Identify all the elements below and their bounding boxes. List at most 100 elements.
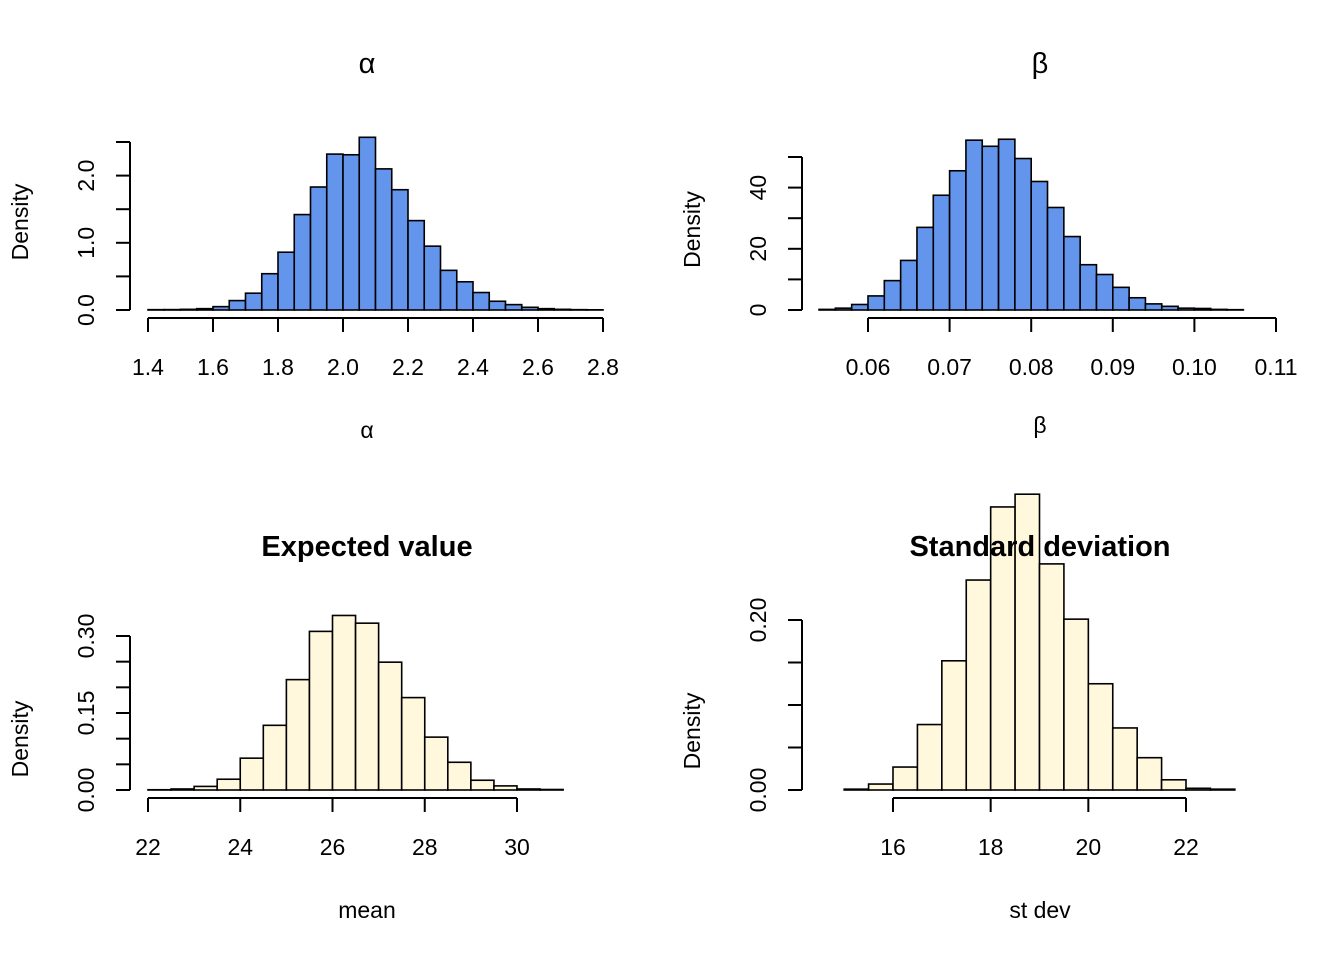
x-tick-label: 22 (1173, 834, 1199, 860)
x-tick-label: 0.10 (1172, 354, 1217, 380)
histogram-bar (1095, 273, 1114, 311)
histogram-bar (1160, 305, 1179, 311)
histogram-bars (843, 493, 1236, 791)
histogram-bar (867, 295, 886, 311)
histogram-bar (170, 788, 195, 791)
histogram-bar (260, 272, 279, 311)
histogram-bar (867, 783, 894, 791)
histogram-bar (285, 678, 311, 791)
histogram-bar (941, 659, 968, 791)
histogram-bar (308, 630, 334, 791)
x-tick-label: 2.8 (587, 354, 619, 380)
x-axis: 0.06 0.07 0.08 0.09 0.10 0.11 (846, 317, 1298, 380)
histogram-bar (553, 308, 572, 311)
histogram-bar (216, 778, 242, 791)
y-tick-label: 0.30 (73, 614, 99, 659)
x-tick-label: 2.2 (392, 354, 424, 380)
histogram-bar (883, 279, 902, 311)
panel-3: 22 24 26 28 30 0.00 0.15 0.30 Expected value mean… (7, 531, 564, 923)
histogram-bar (989, 506, 1016, 791)
histogram-bar (981, 145, 1000, 311)
histogram-bar (377, 661, 403, 791)
x-tick-label: 26 (320, 834, 346, 860)
histogram-bar (423, 736, 449, 791)
histogram-bar (342, 153, 361, 311)
x-tick-label: 1.4 (132, 354, 164, 380)
histogram-bar (239, 757, 265, 791)
histogram-bar (439, 269, 458, 311)
histogram-bar (1087, 682, 1114, 791)
histogram-bar (1128, 296, 1147, 311)
y-tick-label: 40 (745, 175, 771, 201)
chart-title: Standard deviation (909, 531, 1170, 563)
histogram-bar (1209, 788, 1236, 791)
histogram-bar (358, 136, 377, 311)
histogram-bar (493, 785, 518, 791)
histogram-bar (1063, 235, 1081, 311)
y-axis-label: Density (679, 692, 705, 769)
histogram-bar (472, 291, 491, 311)
histogram-bar (965, 579, 992, 791)
histogram-bar (447, 761, 472, 791)
x-tick-label: 22 (135, 834, 161, 860)
y-axis-label: Density (7, 700, 33, 777)
histogram-bar (212, 305, 231, 311)
histogram-bar (520, 306, 539, 311)
histogram-bar (1209, 308, 1228, 311)
histogram-bar (407, 219, 426, 311)
panel-4: 16 18 20 22 0.00 0.20 Standard deviation st dev… (679, 493, 1236, 923)
histogram-bar (834, 307, 853, 311)
histogram-bar (1193, 307, 1212, 311)
histogram-bar (504, 303, 523, 311)
y-tick-label: 0.20 (745, 598, 771, 643)
x-tick-label: 28 (412, 834, 438, 860)
histogram-bar (850, 303, 869, 311)
y-axis-label: Density (7, 183, 33, 260)
histogram-bar (1014, 493, 1041, 791)
histogram-bar (244, 292, 263, 311)
histogram-bar (179, 308, 198, 311)
y-axis: 0.0 1.0 2.0 (73, 141, 131, 326)
histogram-bar (1079, 263, 1098, 311)
x-axis: 16 18 20 22 (880, 797, 1199, 860)
histogram-bar (537, 307, 556, 311)
x-tick-label: 1.8 (262, 354, 294, 380)
histogram-bar (1063, 618, 1090, 791)
chart-title: Expected value (261, 531, 472, 563)
histogram-bar (228, 299, 247, 311)
histogram-bar (331, 614, 357, 791)
histogram-bar (899, 259, 918, 311)
x-axis: 22 24 26 28 30 (135, 797, 530, 860)
histogram-bar (1046, 206, 1065, 311)
y-tick-label: 0.00 (73, 768, 99, 813)
y-tick-label: 1.0 (73, 227, 99, 259)
histogram-bar (400, 696, 426, 791)
panel-1: 1.4 1.6 1.8 2.0 2.2 2.4 2.6 2.8 0.0 1.0 2.0 α α Densi… (7, 48, 619, 443)
histogram-bar (948, 169, 967, 311)
histogram-bar (470, 779, 495, 791)
histogram-bar (325, 153, 344, 311)
histogram-bar (1136, 756, 1163, 791)
y-tick-label: 0.00 (745, 768, 771, 813)
x-tick-label: 0.09 (1090, 354, 1135, 380)
chart-title: β (1032, 48, 1049, 80)
x-tick-label: 2.4 (457, 354, 489, 380)
x-axis-label: α (360, 417, 373, 443)
histogram-bar (455, 280, 474, 311)
x-tick-label: 2.6 (522, 354, 554, 380)
histogram-bar (1030, 180, 1049, 311)
histogram-bar (488, 300, 507, 311)
histogram-bar (1144, 303, 1163, 311)
histogram-bar (516, 788, 541, 791)
x-tick-label: 18 (978, 834, 1004, 860)
histogram-bar (965, 139, 984, 311)
histogram-bar (1177, 307, 1196, 311)
histogram-bar (539, 788, 564, 791)
histogram-bars (818, 138, 1245, 311)
histogram-bars (147, 136, 604, 311)
y-tick-label: 0 (745, 304, 771, 317)
histogram-bar (892, 766, 919, 791)
histogram-bars (147, 614, 564, 791)
histogram-bar (1185, 787, 1212, 791)
x-tick-label: 16 (880, 834, 906, 860)
